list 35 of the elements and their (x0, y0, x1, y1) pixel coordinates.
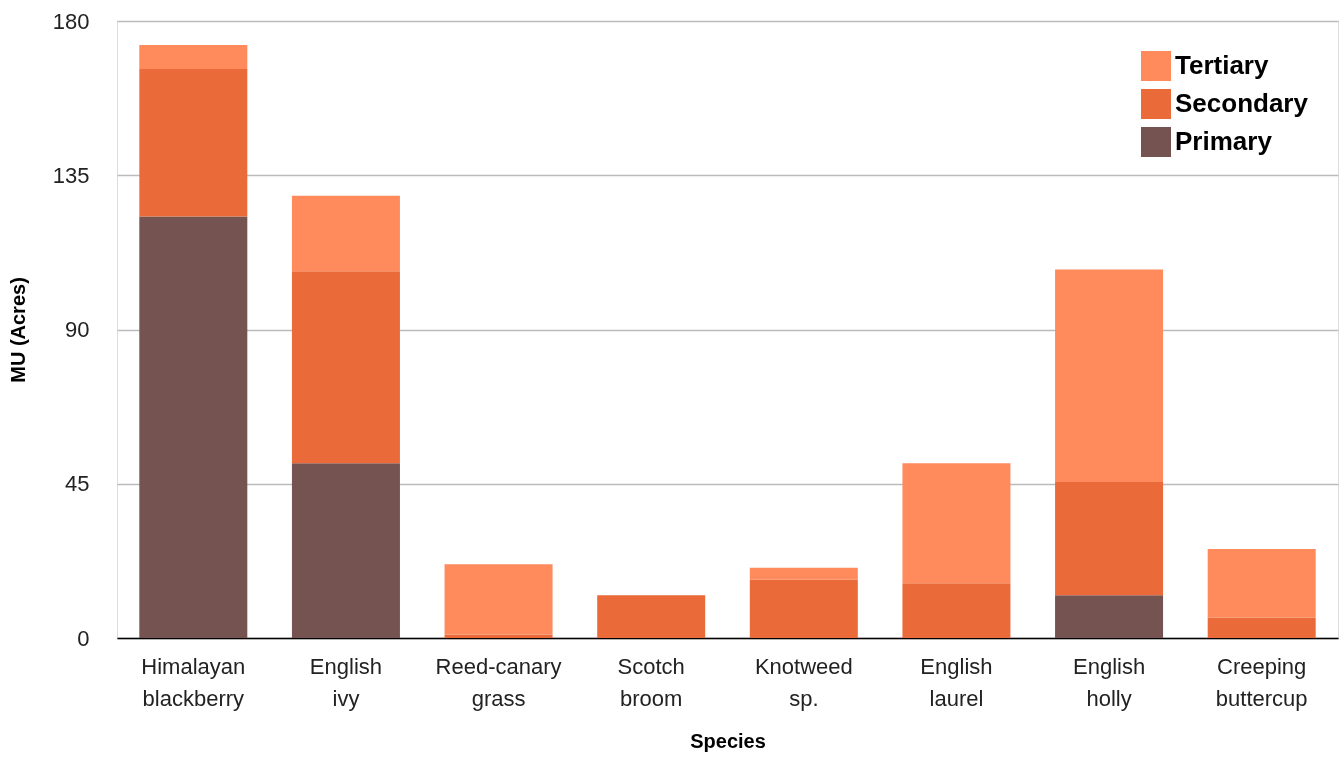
x-tick-label: Knotweed sp. (754, 653, 853, 711)
y-tick-label: 0 (77, 625, 90, 651)
x-tick-label: Creeping buttercup (1215, 653, 1308, 711)
x-axis-title: Species (690, 729, 766, 752)
bar (1055, 269, 1164, 483)
bar (291, 195, 400, 272)
x-tick-label: Reed-canary grass (435, 653, 562, 711)
x-tick-label: Scotch broom (617, 653, 685, 711)
legend-label: Tertiary (1175, 50, 1269, 80)
y-tick-label: 90 (65, 317, 90, 342)
bar (902, 463, 1011, 584)
x-tick-label: English holly (1072, 653, 1146, 711)
bar (749, 579, 858, 638)
bar (1207, 548, 1316, 618)
bar (444, 564, 553, 635)
legend-label: Primary (1175, 126, 1273, 156)
x-tick-label: Himalayan blackberry (141, 653, 246, 711)
x-tick-label: English laurel (920, 653, 993, 711)
y-tick-label: 135 (52, 162, 90, 188)
y-tick-label: 45 (65, 471, 90, 497)
bar (749, 567, 858, 580)
y-axis-title: MU (Acres) (6, 277, 29, 383)
bar (139, 44, 248, 69)
bar (139, 68, 248, 217)
bar (1055, 482, 1164, 596)
bar (1207, 617, 1316, 638)
x-tick-label: English ivy (309, 653, 383, 711)
bar (139, 216, 248, 638)
bar (291, 463, 400, 638)
legend-label: Secondary (1175, 88, 1309, 118)
bar (291, 271, 400, 464)
bar (902, 583, 1011, 638)
y-tick-label: 180 (52, 8, 90, 34)
bar (597, 595, 706, 638)
bar (1055, 595, 1164, 638)
